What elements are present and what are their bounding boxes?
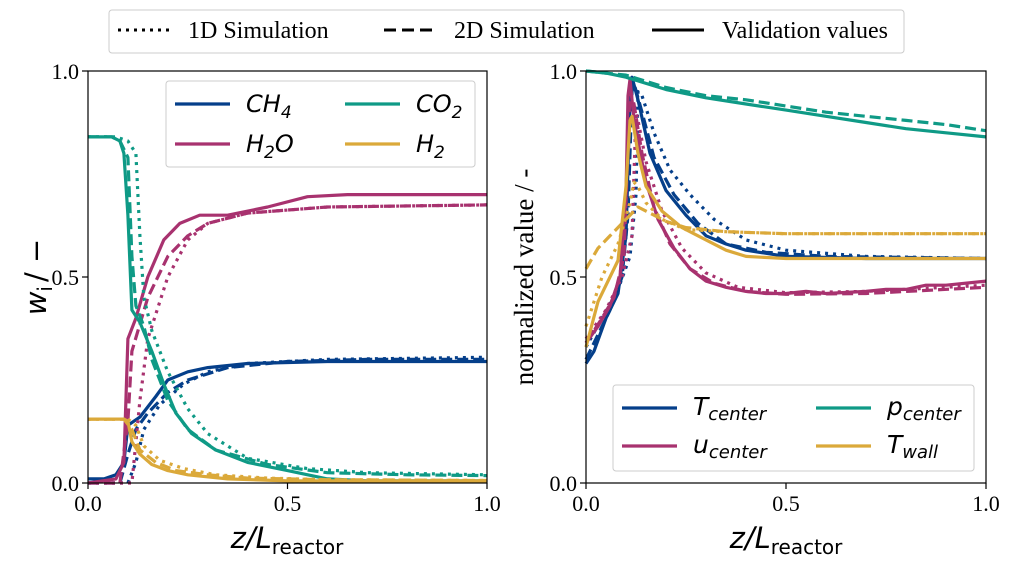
right-legend-tcenter-main: T (693, 392, 710, 421)
right-series-magenta-dotted (584, 110, 987, 340)
right-legend-tcenter-label: Tcenter (693, 392, 768, 425)
left-legend-ch4-main: CH (246, 90, 281, 118)
left-chart-y-ticks: 0.0 0.5 1.0 (52, 59, 88, 496)
right-series-yellow-solid (584, 114, 986, 348)
right-chart-y-axis-label: normalized value / - (509, 169, 539, 386)
left-legend-ch4-label: CH4 (246, 90, 292, 123)
right-y-tick-label: 0.5 (550, 265, 578, 290)
left-y-tick-label: 0.0 (52, 471, 80, 496)
left-ylabel-sub: i (33, 286, 57, 292)
left-legend-h2o-main: H (246, 130, 264, 158)
left-legend-ch4-sub: 4 (281, 103, 292, 123)
left-series-magenta-dashed (88, 203, 488, 485)
left-legend-h2o-tail: O (275, 130, 294, 158)
legend-validation-label: Validation values (722, 18, 888, 44)
left-xlabel-main: z/L (230, 521, 272, 555)
left-y-tick-label: 0.5 (52, 265, 80, 290)
left-chart-plot-area (87, 135, 488, 485)
right-chart-plot-area (584, 69, 987, 365)
right-legend-ucenter-label: ucenter (693, 430, 768, 463)
right-series-blue-solid (584, 75, 986, 365)
legend-2d-label: 2D Simulation (454, 18, 595, 44)
right-y-tick-label: 0.0 (550, 471, 578, 496)
right-chart-x-ticks: 0.0 0.5 1.0 (572, 483, 1000, 516)
left-legend-h2o-sub: 2 (264, 143, 275, 163)
left-chart-x-axis-label: z/Lreactor (230, 521, 345, 559)
left-legend-h2-sub: 2 (434, 143, 445, 163)
right-legend-ucenter-main: u (693, 430, 709, 459)
right-legend-twall-sub: wall (902, 442, 938, 463)
right-legend-tcenter-sub: center (708, 404, 768, 425)
left-ylabel-main: w (19, 291, 53, 315)
right-chart-y-ticks: 0.0 0.5 1.0 (550, 59, 586, 496)
right-chart-x-axis-label: z/Lreactor (729, 521, 844, 559)
left-legend-co2-main: CO (416, 90, 452, 118)
right-xlabel-main: z/L (729, 521, 771, 555)
right-series-teal-dashed (585, 69, 987, 133)
legend-1d-label: 1D Simulation (188, 18, 329, 44)
left-x-tick-label: 0.5 (274, 491, 302, 516)
right-legend-twall-main: T (887, 430, 904, 459)
left-chart-x-ticks: 0.0 0.5 1.0 (74, 483, 501, 516)
left-y-tick-label: 1.0 (52, 59, 80, 84)
right-legend-pcenter-label: pcenter (886, 392, 962, 425)
right-x-tick-label: 0.5 (772, 491, 800, 516)
left-legend-h2-label: H2 (416, 130, 445, 163)
right-chart-legend: Tcenter ucenter pcenter Twall (612, 384, 975, 472)
right-y-tick-label: 1.0 (550, 59, 578, 84)
figure-legend-frame (108, 9, 905, 54)
right-legend-ucenter-sub: center (709, 442, 769, 463)
right-xlabel-sub: reactor (771, 535, 843, 559)
left-x-tick-label: 0.0 (74, 491, 102, 516)
right-legend-pcenter-main: p (886, 392, 903, 421)
left-x-tick-label: 1.0 (473, 491, 501, 516)
right-legend-twall-label: Twall (887, 430, 938, 463)
left-series-yellow-dashed (88, 417, 488, 483)
left-legend-co2-sub: 2 (452, 103, 463, 123)
left-chart-y-axis-label: wi / − (19, 239, 57, 316)
left-legend-co2-label: CO2 (416, 90, 462, 123)
left-xlabel-sub: reactor (272, 535, 344, 559)
right-x-tick-label: 1.0 (972, 491, 1000, 516)
right-series-teal-solid (585, 69, 987, 139)
right-series-magenta-dashed (584, 90, 987, 344)
left-series-teal-solid (88, 135, 487, 483)
left-legend-h2o-label: H2O (246, 130, 294, 163)
figure-legend: 1D Simulation 2D Simulation Validation v… (108, 9, 905, 54)
left-ylabel-suffix: / − (19, 239, 53, 282)
left-series-teal-dotted (88, 135, 488, 477)
right-x-tick-label: 0.0 (572, 491, 600, 516)
left-chart: 0.0 0.5 1.0 0.0 0.5 1.0 z/Lreactor wi / − CH4… (19, 59, 501, 559)
right-legend-pcenter-sub: center (903, 404, 963, 425)
left-series-yellow-dotted (88, 417, 488, 483)
right-series-yellow-dashed (584, 205, 986, 270)
right-series-yellow-dotted (584, 180, 986, 327)
left-series-teal-dashed (88, 135, 488, 478)
left-legend-h2-main: H (416, 130, 434, 158)
left-chart-legend: CH4 H2O CO2 H2 (165, 80, 476, 168)
right-legend-frame (612, 384, 975, 472)
right-series-blue-dashed (584, 81, 987, 361)
right-chart: 0.0 0.5 1.0 0.0 0.5 1.0 z/Lreactor normalize… (509, 59, 1000, 559)
left-series-blue-dotted (88, 355, 488, 485)
